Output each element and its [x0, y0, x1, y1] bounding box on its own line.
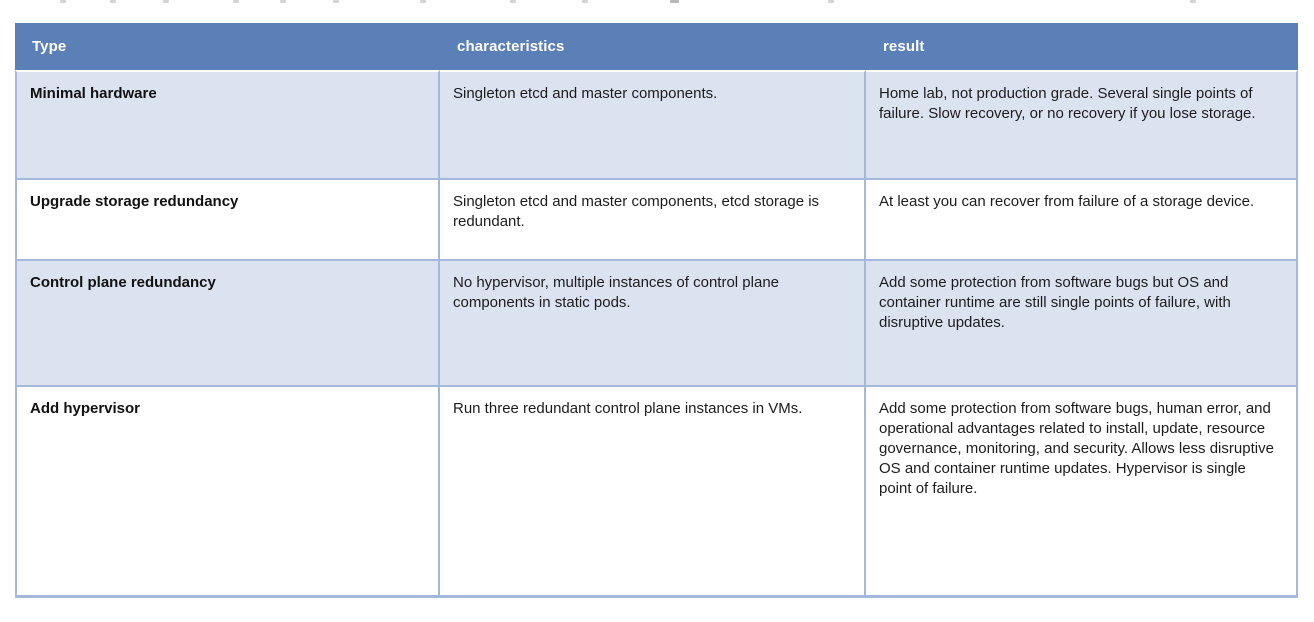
comparison-table: Type characteristics result Minimal hard… — [15, 23, 1298, 598]
cell-type: Add hypervisor — [15, 387, 440, 598]
column-header-characteristics: characteristics — [440, 23, 866, 70]
table-header-row: Type characteristics result — [15, 23, 1298, 70]
clipped-text-remnant — [0, 0, 1314, 4]
cell-type: Upgrade storage redundancy — [15, 180, 440, 261]
table-row: Upgrade storage redundancy Singleton etc… — [15, 180, 1298, 261]
cell-characteristics: Singleton etcd and master components, et… — [440, 180, 866, 261]
column-header-type: Type — [15, 23, 440, 70]
cell-result: Home lab, not production grade. Several … — [866, 70, 1298, 180]
cell-characteristics: Run three redundant control plane instan… — [440, 387, 866, 598]
cell-characteristics: No hypervisor, multiple instances of con… — [440, 261, 866, 387]
table-row: Minimal hardware Singleton etcd and mast… — [15, 70, 1298, 180]
cell-result: Add some protection from software bugs b… — [866, 261, 1298, 387]
cell-result: At least you can recover from failure of… — [866, 180, 1298, 261]
table-row: Add hypervisor Run three redundant contr… — [15, 387, 1298, 598]
cell-type: Control plane redundancy — [15, 261, 440, 387]
cell-result: Add some protection from software bugs, … — [866, 387, 1298, 598]
table-row: Control plane redundancy No hypervisor, … — [15, 261, 1298, 387]
cell-characteristics: Singleton etcd and master components. — [440, 70, 866, 180]
cell-type: Minimal hardware — [15, 70, 440, 180]
column-header-result: result — [866, 23, 1298, 70]
